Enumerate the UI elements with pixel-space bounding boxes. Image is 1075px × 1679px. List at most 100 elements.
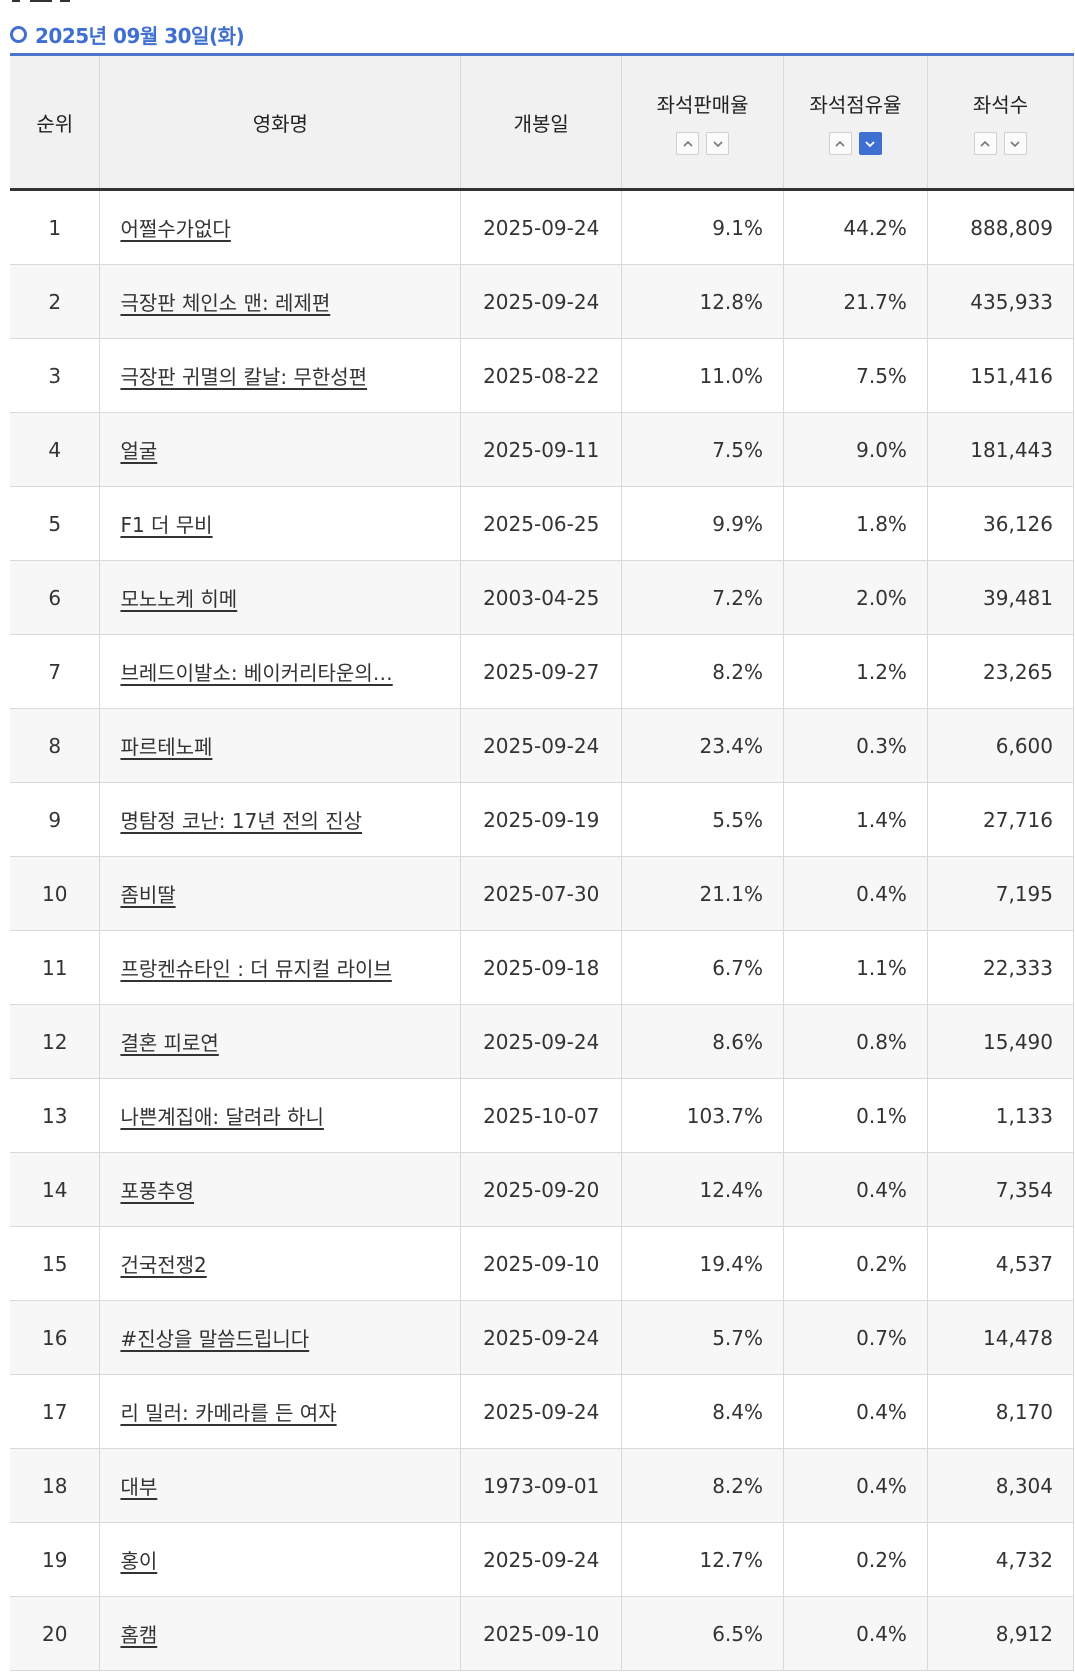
share-rate-cell: 0.4%	[783, 1448, 928, 1523]
sales-rate-cell: 8.2%	[621, 1448, 784, 1523]
sales-rate-cell: 11.0%	[621, 338, 784, 413]
title-cell: 명탐정 코난: 17년 전의 진상	[99, 782, 461, 857]
title-cell: 프랑켄슈타인 : 더 뮤지컬 라이브	[99, 930, 461, 1005]
rank-cell: 4	[10, 412, 100, 487]
table-row: 2 극장판 체인소 맨: 레제편 2025-09-24 12.8% 21.7% 435,9…	[10, 264, 1075, 339]
movie-title-link[interactable]: 나쁜계집애: 달려라 하니	[120, 1105, 324, 1129]
cropped-text-fragment	[12, 0, 82, 4]
movie-title-link[interactable]: 홍이	[120, 1549, 158, 1573]
rank-cell: 1	[10, 189, 100, 265]
seats-cell: 39,481	[926, 560, 1075, 635]
table-row: 14 포풍추영 2025-09-20 12.4% 0.4% 7,354	[10, 1152, 1075, 1227]
rank-cell: 18	[10, 1448, 100, 1523]
seats-cell: 1,133	[926, 1078, 1075, 1153]
title-cell: 포풍추영	[99, 1152, 461, 1227]
table-row: 16 #진상을 말씀드립니다 2025-09-24 5.7% 0.7% 14,478	[10, 1300, 1075, 1375]
share-rate-cell: 1.8%	[783, 486, 928, 561]
movie-title-link[interactable]: 명탐정 코난: 17년 전의 진상	[120, 809, 363, 833]
sort-asc-sales-rate-button[interactable]	[676, 132, 700, 155]
share-rate-cell: 0.7%	[783, 1300, 928, 1375]
release-cell: 2025-09-19	[460, 782, 622, 857]
movie-title-link[interactable]: 대부	[120, 1475, 158, 1499]
movie-title-link[interactable]: 건국전쟁2	[120, 1253, 207, 1277]
sales-rate-cell: 21.1%	[621, 856, 784, 931]
sort-desc-sales-rate-button[interactable]	[706, 132, 730, 155]
sales-rate-cell: 5.5%	[621, 782, 784, 857]
movie-title-link[interactable]: 포풍추영	[120, 1179, 195, 1203]
movie-title-link[interactable]: 브레드이발소: 베이커리타운의…	[120, 661, 393, 685]
ring-bullet-icon	[10, 25, 27, 43]
share-rate-cell: 21.7%	[783, 264, 928, 339]
table-row: 4 얼굴 2025-09-11 7.5% 9.0% 181,443	[10, 412, 1075, 487]
sales-rate-cell: 6.7%	[621, 930, 784, 1005]
sales-rate-cell: 7.2%	[621, 560, 784, 635]
rank-cell: 11	[10, 930, 100, 1005]
title-cell: 모노노케 히메	[99, 560, 461, 635]
chevron-down-icon	[865, 140, 876, 147]
rank-cell: 8	[10, 708, 100, 783]
sort-asc-share-rate-button[interactable]	[828, 132, 852, 155]
rank-cell: 13	[10, 1078, 100, 1153]
release-cell: 2025-09-18	[460, 930, 622, 1005]
rank-cell: 5	[10, 486, 100, 561]
sales-rate-cell: 8.4%	[621, 1374, 784, 1449]
movie-title-link[interactable]: F1 더 무비	[120, 513, 213, 537]
rank-cell: 12	[10, 1004, 100, 1079]
seats-cell: 435,933	[926, 264, 1075, 339]
table-row: 10 좀비딸 2025-07-30 21.1% 0.4% 7,195	[10, 856, 1075, 931]
title-cell: 극장판 귀멸의 칼날: 무한성편	[99, 338, 461, 413]
seats-cell: 36,126	[926, 486, 1075, 561]
release-cell: 2025-10-07	[460, 1078, 622, 1153]
seats-cell: 8,304	[926, 1448, 1075, 1523]
release-cell: 2025-06-25	[460, 486, 622, 561]
release-cell: 2003-04-25	[460, 560, 622, 635]
movie-title-link[interactable]: 어쩔수가없다	[120, 217, 231, 241]
sort-desc-share-rate-button[interactable]	[858, 132, 882, 155]
movie-title-link[interactable]: 결혼 피로연	[120, 1031, 219, 1055]
table-row: 11 프랑켄슈타인 : 더 뮤지컬 라이브 2025-09-18 6.7% 1.1% 22…	[10, 930, 1075, 1005]
table-body: 1 어쩔수가없다 2025-09-24 9.1% 44.2% 888,809 2 극장판 체…	[10, 189, 1075, 1671]
release-cell: 2025-09-10	[460, 1596, 622, 1671]
release-cell: 2025-09-11	[460, 412, 622, 487]
sort-desc-seats-button[interactable]	[1003, 132, 1027, 155]
chevron-down-icon	[1010, 140, 1021, 147]
movie-title-link[interactable]: 리 밀러: 카메라를 든 여자	[120, 1401, 337, 1425]
title-cell: 결혼 피로연	[99, 1004, 461, 1079]
share-rate-cell: 0.2%	[783, 1226, 928, 1301]
movie-title-link[interactable]: 프랑켄슈타인 : 더 뮤지컬 라이브	[120, 957, 392, 981]
rank-cell: 2	[10, 264, 100, 339]
movie-title-link[interactable]: 모노노케 히메	[120, 587, 238, 611]
movie-title-link[interactable]: #진상을 말씀드립니다	[120, 1327, 310, 1351]
rank-cell: 16	[10, 1300, 100, 1375]
title-cell: 얼굴	[99, 412, 461, 487]
release-cell: 2025-09-10	[460, 1226, 622, 1301]
table-row: 19 홍이 2025-09-24 12.7% 0.2% 4,732	[10, 1522, 1075, 1597]
movie-title-link[interactable]: 얼굴	[120, 439, 158, 463]
movie-title-link[interactable]: 극장판 체인소 맨: 레제편	[120, 291, 331, 315]
movie-title-link[interactable]: 홈캠	[120, 1623, 158, 1647]
share-rate-cell: 1.2%	[783, 634, 928, 709]
header-sales-rate: 좌석판매율	[621, 54, 784, 191]
share-rate-cell: 1.4%	[783, 782, 928, 857]
rank-cell: 3	[10, 338, 100, 413]
release-cell: 2025-09-24	[460, 1522, 622, 1597]
seats-cell: 4,732	[926, 1522, 1075, 1597]
seats-cell: 151,416	[926, 338, 1075, 413]
movie-title-link[interactable]: 파르테노페	[120, 735, 213, 759]
release-cell: 1973-09-01	[460, 1448, 622, 1523]
table-row: 1 어쩔수가없다 2025-09-24 9.1% 44.2% 888,809	[10, 189, 1075, 265]
share-rate-cell: 0.8%	[783, 1004, 928, 1079]
seats-cell: 6,600	[926, 708, 1075, 783]
sales-rate-cell: 6.5%	[621, 1596, 784, 1671]
table-row: 12 결혼 피로연 2025-09-24 8.6% 0.8% 15,490	[10, 1004, 1075, 1079]
sales-rate-cell: 12.7%	[621, 1522, 784, 1597]
movie-title-link[interactable]: 극장판 귀멸의 칼날: 무한성편	[120, 365, 368, 389]
release-cell: 2025-08-22	[460, 338, 622, 413]
sales-rate-cell: 9.1%	[621, 189, 784, 265]
sort-asc-seats-button[interactable]	[973, 132, 997, 155]
header-share-rate: 좌석점유율	[783, 54, 928, 191]
seats-cell: 15,490	[926, 1004, 1075, 1079]
release-cell: 2025-09-24	[460, 708, 622, 783]
seats-cell: 7,354	[926, 1152, 1075, 1227]
movie-title-link[interactable]: 좀비딸	[120, 883, 176, 907]
